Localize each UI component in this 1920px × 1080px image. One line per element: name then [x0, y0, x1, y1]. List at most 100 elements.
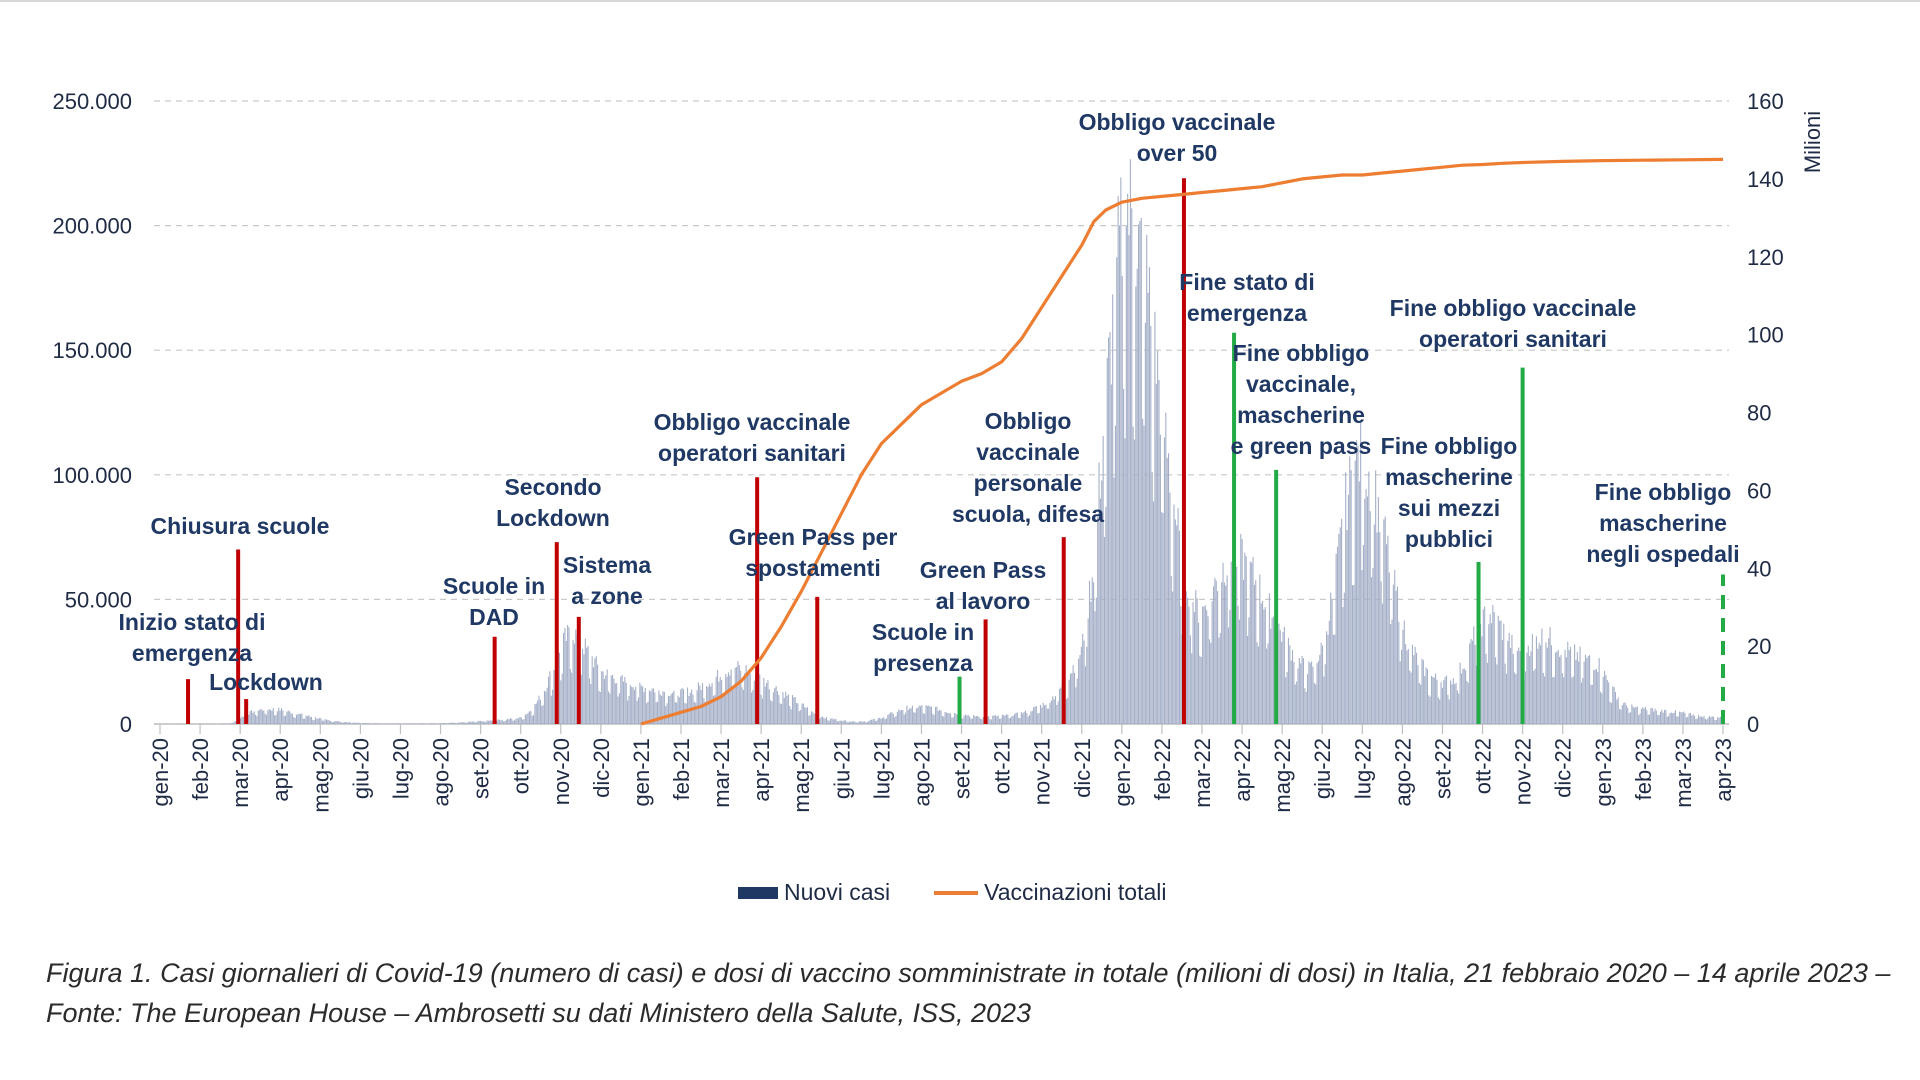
case-bar [1057, 701, 1059, 724]
case-bar [306, 716, 308, 724]
case-bar [744, 673, 746, 724]
case-bar [1286, 671, 1288, 724]
case-bar [764, 686, 766, 724]
case-bar [313, 720, 315, 724]
case-bar [573, 643, 575, 724]
case-bar [590, 683, 592, 724]
case-bar [1420, 684, 1422, 724]
case-bar [362, 723, 364, 724]
case-bar [1715, 720, 1717, 724]
case-bar [308, 715, 310, 724]
case-bar [749, 673, 751, 724]
case-bar [1475, 665, 1478, 724]
case-bar [1087, 618, 1089, 724]
case-bar [1146, 234, 1148, 724]
case-bar [1473, 626, 1475, 724]
case-bar [535, 703, 537, 724]
case-bar [733, 685, 735, 724]
case-bar [301, 713, 303, 724]
case-bar [312, 719, 314, 724]
case-bar [1601, 693, 1603, 724]
case-bar [890, 712, 892, 724]
case-bar [1572, 676, 1574, 724]
case-bar [569, 669, 571, 724]
case-bar [1458, 693, 1460, 724]
case-bar [512, 720, 514, 724]
case-bar [661, 695, 663, 724]
case-bar [881, 718, 883, 724]
case-bar [278, 707, 280, 724]
case-bar [1015, 712, 1017, 724]
case-bar [1281, 641, 1283, 724]
case-bar [392, 723, 394, 724]
case-bar [1120, 177, 1122, 724]
case-bar [936, 706, 938, 724]
case-bar [1670, 712, 1672, 724]
case-bar [1405, 644, 1407, 724]
month-label: set-21 [950, 738, 975, 799]
case-bar [1396, 586, 1399, 724]
case-bar [1525, 671, 1527, 724]
case-bar [1053, 699, 1055, 724]
case-bar [875, 721, 877, 724]
legend-label-cases: Nuovi casi [784, 879, 891, 905]
case-bar [1384, 516, 1386, 724]
case-bar [1019, 718, 1021, 724]
case-bar [1350, 470, 1352, 724]
case-bar [880, 718, 882, 724]
case-bar [850, 721, 852, 724]
case-bar [1595, 668, 1597, 724]
case-bar [883, 717, 885, 724]
case-bar [1598, 658, 1600, 724]
case-bar [1369, 511, 1371, 724]
month-label: gen-22 [1110, 738, 1135, 807]
case-bar [949, 713, 952, 724]
case-bar [1658, 714, 1660, 724]
case-bar [1398, 621, 1400, 724]
case-bar [1257, 646, 1260, 724]
case-bar [1356, 440, 1358, 724]
case-bar [1702, 717, 1704, 724]
case-bar [282, 710, 284, 724]
right-tick-label: 120 [1747, 245, 1784, 270]
case-bar [552, 689, 554, 724]
case-bar [1624, 702, 1626, 724]
case-bar [804, 707, 806, 724]
case-bar [592, 667, 595, 724]
case-bar [1669, 712, 1671, 724]
case-bar [1078, 658, 1080, 724]
case-bar [891, 712, 893, 724]
case-bar [659, 694, 661, 724]
case-bar [1609, 701, 1611, 724]
case-bar [1212, 586, 1215, 724]
case-bar [614, 683, 616, 724]
case-bar [776, 691, 779, 724]
case-bar [821, 716, 823, 724]
case-bar [1436, 679, 1438, 724]
month-label: nov-21 [1030, 738, 1055, 805]
case-bar [1206, 610, 1208, 724]
case-bar [686, 687, 689, 724]
case-bar [463, 722, 465, 724]
annotation-text: mascherine [1237, 402, 1365, 428]
case-bar [444, 723, 446, 724]
case-bar [922, 713, 924, 724]
case-bar [849, 721, 851, 724]
case-bar [1678, 711, 1681, 724]
annotation-text: sui mezzi [1398, 495, 1500, 521]
case-bar [1336, 546, 1339, 724]
case-bar [597, 664, 599, 724]
case-bar [1225, 585, 1227, 724]
case-bar [1687, 716, 1689, 724]
case-bar [1177, 508, 1179, 724]
case-bar [270, 709, 272, 724]
case-bar [374, 723, 377, 724]
case-bar [539, 699, 541, 724]
case-bar [351, 722, 353, 724]
case-bar [230, 723, 232, 724]
case-bar [910, 708, 912, 724]
case-bar [974, 716, 976, 724]
case-bar [1033, 707, 1035, 724]
case-bar [268, 708, 270, 724]
case-bar [1210, 642, 1212, 724]
